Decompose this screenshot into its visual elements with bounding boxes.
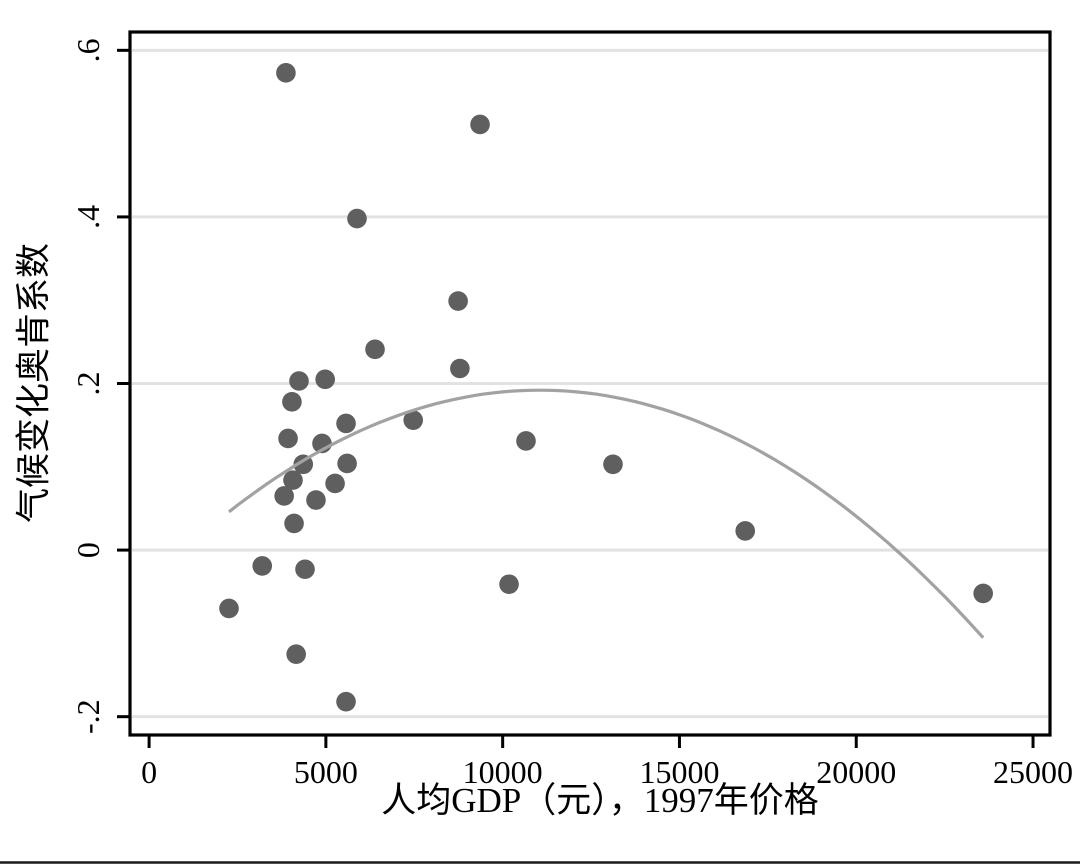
data-point (284, 513, 304, 534)
data-point (365, 339, 385, 360)
data-point (603, 454, 623, 475)
data-point (336, 691, 356, 712)
data-point (276, 63, 296, 83)
data-point (448, 291, 468, 311)
y-tick-label: -.2 (70, 699, 106, 734)
x-tick-label: 5000 (294, 754, 358, 790)
x-tick-label: 25000 (993, 754, 1073, 790)
y-tick-label: .6 (70, 38, 106, 62)
quadratic-fit-curve (228, 388, 985, 639)
axis-tick-marks (117, 48, 1035, 748)
x-tick-label: 20000 (816, 754, 896, 790)
data-point (499, 574, 519, 595)
data-point (278, 428, 298, 449)
data-point (274, 486, 294, 506)
x-axis-tick-labels: 0 5000 10000 15000 20000 25000 (141, 754, 1073, 790)
data-point (283, 470, 303, 490)
x-tick-label: 0 (141, 754, 157, 790)
data-point (325, 473, 345, 494)
data-point (252, 556, 273, 576)
data-point (219, 598, 239, 619)
y-tick-label: 0 (70, 542, 106, 558)
scatter-points (219, 63, 993, 712)
y-tick-label: .2 (70, 372, 106, 396)
x-axis-title: 人均GDP（元），1997年价格 (381, 781, 819, 820)
data-point (336, 413, 356, 434)
y-axis-title: 气候变化奥肯系数 (15, 243, 54, 523)
y-axis-tick-labels: -.2 0 .2 .4 .6 (70, 38, 106, 734)
data-point (347, 208, 367, 229)
data-point (403, 410, 424, 430)
data-point (289, 371, 309, 391)
data-point (282, 392, 302, 412)
data-point (286, 644, 306, 665)
x-tick-label: 15000 (639, 754, 719, 790)
data-point (735, 521, 756, 541)
data-point (337, 453, 357, 474)
x-tick-label: 10000 (463, 754, 543, 790)
data-point (450, 358, 470, 379)
y-tick-label: .4 (70, 205, 106, 229)
data-point (973, 583, 993, 604)
data-point (516, 431, 536, 451)
data-point (470, 114, 490, 135)
data-point (295, 559, 315, 580)
gridlines (132, 48, 1048, 719)
data-point (306, 490, 326, 510)
data-point (315, 369, 335, 390)
